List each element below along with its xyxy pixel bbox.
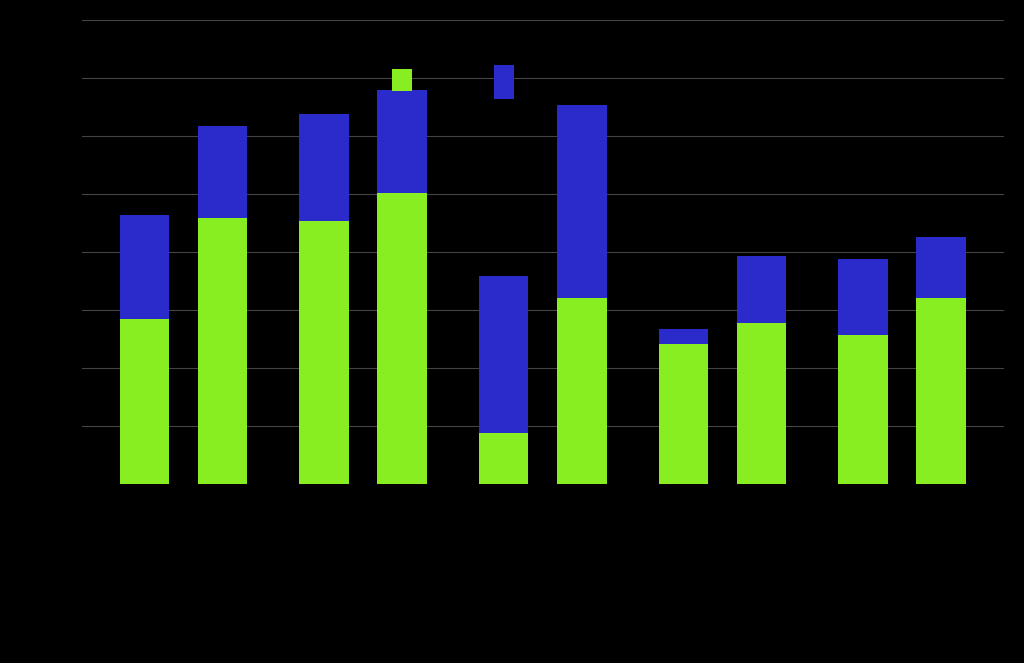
Bar — [198, 126, 247, 217]
Bar — [378, 90, 427, 194]
Bar — [658, 329, 708, 343]
Bar — [479, 433, 528, 484]
Bar — [736, 256, 786, 323]
Bar — [736, 323, 786, 484]
Bar — [916, 237, 966, 298]
Bar — [299, 114, 349, 221]
Bar — [392, 69, 412, 91]
Bar — [839, 259, 888, 335]
Bar — [299, 221, 349, 484]
Bar — [198, 217, 247, 484]
Bar — [557, 105, 606, 298]
Bar — [916, 298, 966, 484]
Bar — [658, 343, 708, 484]
Bar — [378, 194, 427, 484]
Bar — [120, 319, 169, 484]
Bar — [557, 298, 606, 484]
Bar — [120, 215, 169, 319]
Bar — [839, 335, 888, 484]
Bar — [494, 65, 514, 99]
Bar — [479, 276, 528, 433]
